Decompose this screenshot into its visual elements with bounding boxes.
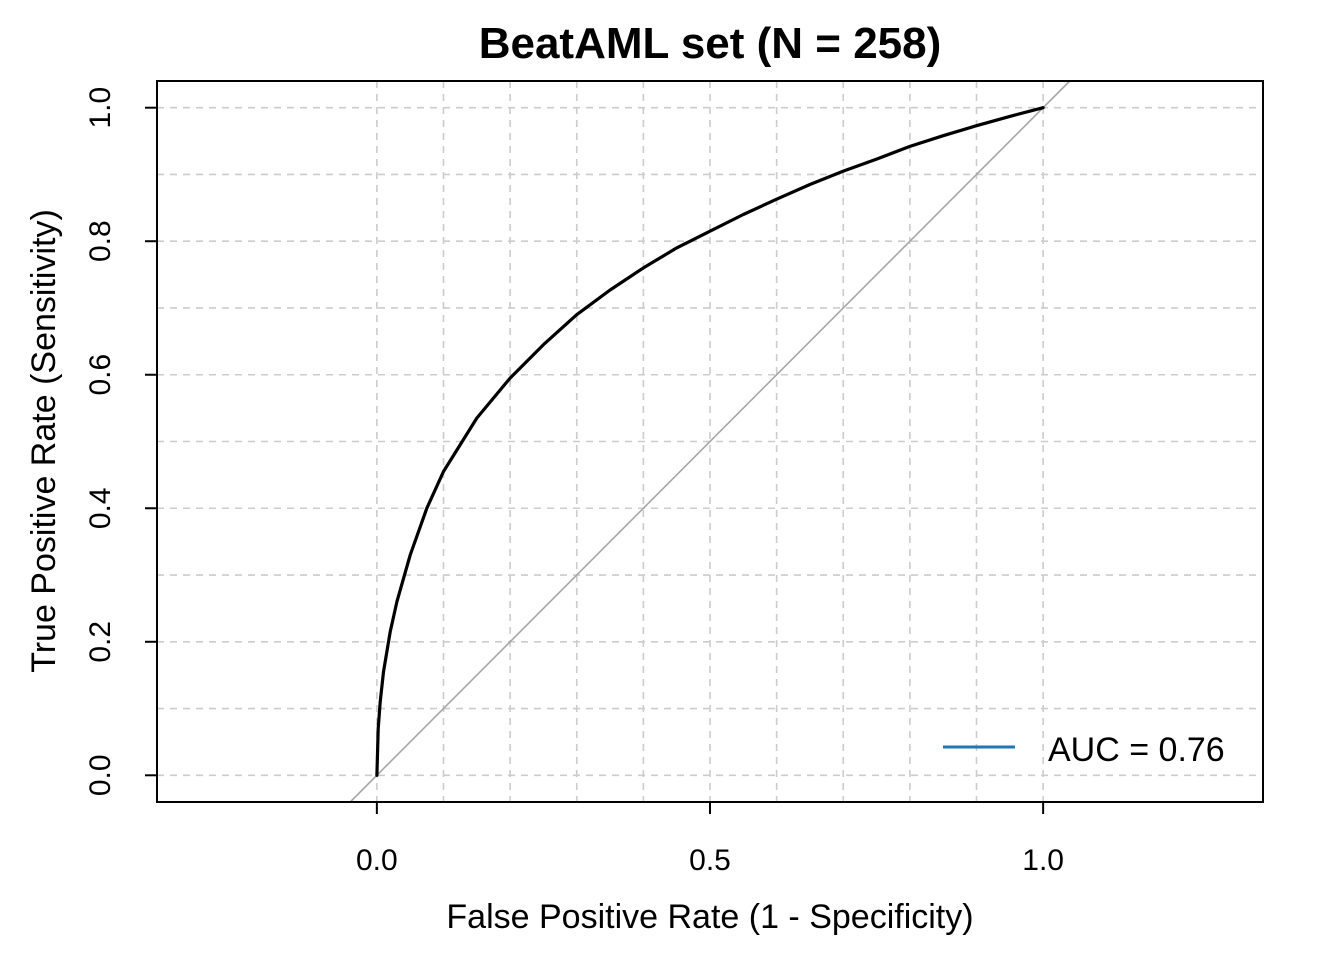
roc-curve (375, 106, 1045, 777)
y-tick-label: 0.6 (84, 354, 117, 396)
reference-line (349, 80, 1071, 803)
x-axis-label: False Positive Rate (1 - Specificity) (446, 898, 973, 936)
x-axis: 0.0 0.5 1.0 (356, 802, 1064, 877)
roc-curve-layer (375, 106, 1045, 777)
x-tick-label: 1.0 (1022, 844, 1064, 877)
y-axis-label: True Positive Rate (Sensitivity) (25, 209, 63, 673)
x-tick-label: 0.5 (689, 844, 731, 877)
y-tick-label: 0.2 (84, 621, 117, 663)
y-axis: 0.0 0.2 0.4 0.6 0.8 1.0 (84, 87, 157, 796)
x-tick-label: 0.0 (356, 844, 398, 877)
legend: AUC = 0.76 (943, 731, 1225, 769)
chart-title: BeatAML set (N = 258) (479, 19, 942, 68)
y-tick-label: 1.0 (84, 87, 117, 129)
reference-diagonal (349, 80, 1071, 803)
y-tick-label: 0.0 (84, 754, 117, 796)
legend-label: AUC = 0.76 (1048, 731, 1225, 769)
y-tick-label: 0.8 (84, 220, 117, 262)
y-tick-label: 0.4 (84, 487, 117, 529)
